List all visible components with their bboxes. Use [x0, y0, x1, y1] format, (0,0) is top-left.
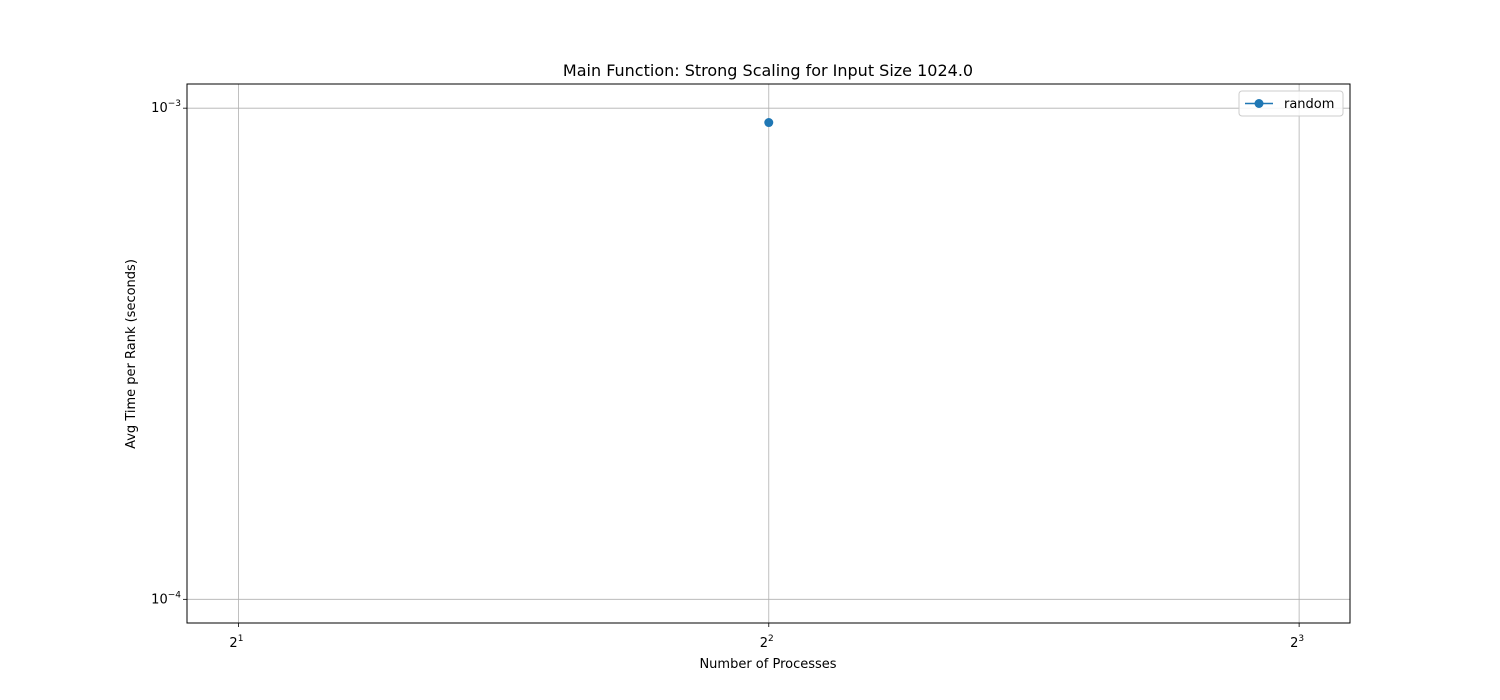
legend-label-random: random — [1284, 97, 1334, 112]
y-tick-label: 10−4 — [151, 590, 181, 607]
x-tick-label: 21 — [229, 634, 243, 651]
x-tick-label: 23 — [1290, 634, 1304, 651]
y-axis-label: Avg Time per Rank (seconds) — [124, 259, 139, 449]
y-tick-label: 10−3 — [151, 99, 181, 116]
legend-box — [1238, 90, 1344, 117]
legend-marker-random — [1254, 99, 1264, 108]
x-axis-label: Number of Processes — [699, 657, 836, 672]
legend: random — [1238, 90, 1344, 117]
grid-lines — [187, 84, 1350, 623]
x-tick-label: 22 — [760, 634, 774, 651]
series-layer — [764, 118, 774, 128]
chart-title: Main Function: Strong Scaling for Input … — [563, 61, 973, 80]
axis-ticks: 21 22 23 10−4 10−3 — [151, 99, 1304, 651]
data-point-random — [764, 118, 774, 128]
